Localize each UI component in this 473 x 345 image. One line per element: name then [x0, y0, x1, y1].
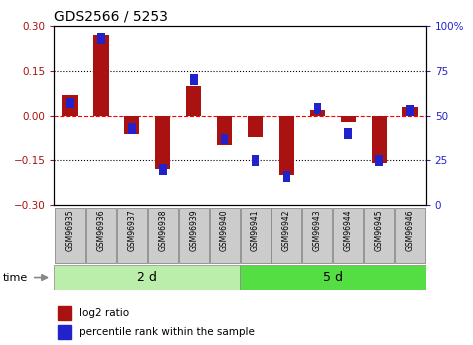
Text: time: time	[2, 273, 27, 283]
Bar	[314, 103, 321, 114]
Bar	[372, 116, 387, 164]
Bar	[62, 95, 78, 116]
Text: 5 d: 5 d	[323, 271, 343, 284]
FancyBboxPatch shape	[395, 208, 425, 263]
Text: GSM96942: GSM96942	[282, 210, 291, 252]
Bar	[248, 116, 263, 137]
FancyBboxPatch shape	[148, 208, 178, 263]
FancyBboxPatch shape	[54, 265, 240, 290]
Text: GSM96939: GSM96939	[189, 210, 198, 252]
Bar	[217, 116, 232, 146]
Bar	[252, 155, 259, 166]
Bar	[58, 306, 71, 320]
FancyBboxPatch shape	[55, 208, 85, 263]
Text: 2 d: 2 d	[137, 271, 157, 284]
Text: GSM96936: GSM96936	[96, 210, 105, 252]
FancyBboxPatch shape	[240, 265, 426, 290]
Bar	[93, 35, 108, 116]
Text: GSM96941: GSM96941	[251, 210, 260, 252]
FancyBboxPatch shape	[364, 208, 394, 263]
FancyBboxPatch shape	[302, 208, 333, 263]
FancyBboxPatch shape	[272, 208, 301, 263]
Bar	[186, 86, 201, 116]
Bar	[279, 116, 294, 175]
Bar	[310, 110, 325, 116]
FancyBboxPatch shape	[240, 208, 271, 263]
FancyBboxPatch shape	[333, 208, 363, 263]
Bar	[344, 128, 352, 139]
Text: log2 ratio: log2 ratio	[79, 308, 129, 318]
Bar	[376, 155, 383, 166]
Bar	[403, 107, 418, 116]
FancyBboxPatch shape	[210, 208, 240, 263]
Bar	[282, 171, 290, 182]
Text: GSM96943: GSM96943	[313, 210, 322, 252]
Bar	[155, 116, 170, 169]
FancyBboxPatch shape	[117, 208, 147, 263]
Text: GSM96935: GSM96935	[65, 210, 74, 252]
Bar	[97, 33, 105, 44]
Text: GSM96940: GSM96940	[220, 210, 229, 252]
Bar	[58, 325, 71, 339]
Text: GDS2566 / 5253: GDS2566 / 5253	[54, 9, 168, 23]
Text: GSM96938: GSM96938	[158, 210, 167, 252]
FancyBboxPatch shape	[86, 208, 116, 263]
Text: GSM96946: GSM96946	[406, 210, 415, 252]
Bar	[124, 116, 140, 134]
Bar	[66, 98, 74, 108]
Bar	[406, 105, 414, 116]
Text: GSM96937: GSM96937	[127, 210, 136, 252]
Text: GSM96945: GSM96945	[375, 210, 384, 252]
Bar	[159, 164, 166, 175]
Bar	[190, 74, 198, 85]
Bar	[341, 116, 356, 121]
Text: GSM96944: GSM96944	[344, 210, 353, 252]
FancyBboxPatch shape	[179, 208, 209, 263]
Bar	[221, 134, 228, 144]
Bar	[128, 123, 136, 134]
Text: percentile rank within the sample: percentile rank within the sample	[79, 327, 254, 337]
